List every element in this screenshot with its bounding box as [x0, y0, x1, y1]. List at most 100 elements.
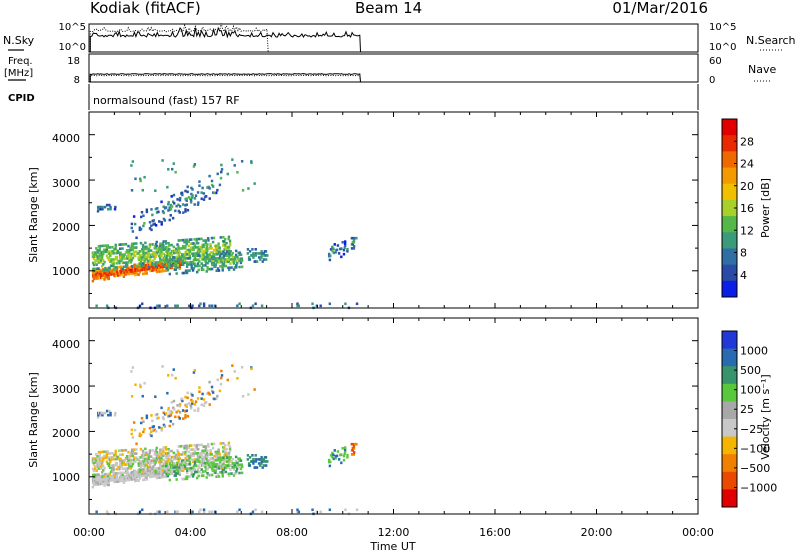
velocity-cell: [142, 474, 145, 478]
power-cell: [140, 249, 144, 253]
velocity-cell: [97, 467, 100, 470]
power-cell: [215, 257, 218, 260]
power-cell: [179, 239, 183, 242]
velocity-cell: [232, 474, 236, 477]
velocity-cell: [150, 430, 153, 434]
velocity-cell: [148, 449, 152, 452]
velocity-cell: [145, 476, 148, 479]
power-cell: [177, 253, 181, 257]
power-cell: [157, 210, 160, 214]
power-cell: [167, 246, 170, 249]
velocity-cell: [196, 468, 200, 471]
power-cell: [189, 262, 193, 266]
velocity-cell: [197, 464, 200, 468]
velocity-cell: [157, 472, 161, 475]
velocity-cell: [238, 508, 241, 512]
power-cell: [168, 247, 171, 251]
velocity-cell: [236, 461, 239, 465]
velocity-cell: [99, 476, 103, 480]
velocity-cell: [184, 444, 187, 448]
velocity-cell: [187, 446, 190, 450]
velocity-cell: [106, 462, 110, 466]
power-cell: [120, 255, 123, 259]
velocity-cell: [192, 371, 196, 374]
power-cell: [148, 263, 152, 267]
velocity-cell: [106, 452, 109, 455]
velocity-cell: [206, 449, 209, 452]
power-cell: [352, 245, 356, 248]
power-cell: [221, 268, 224, 272]
power-cell: [147, 249, 150, 253]
power-cell: [252, 256, 255, 259]
velocity-cell: [201, 449, 204, 453]
power-cell: [189, 246, 193, 250]
power-cell: [166, 265, 169, 268]
velocity-cell: [170, 373, 174, 377]
velocity-cell: [230, 460, 233, 463]
power-cell: [138, 250, 141, 253]
velocity-cell: [341, 446, 344, 450]
xtick-label-08: 08:00: [276, 526, 308, 539]
power-cell: [178, 211, 182, 214]
velocity-cell: [175, 410, 178, 414]
velocity-cell: [178, 473, 182, 476]
velocity-cell: [240, 365, 244, 369]
velocity-cell: [155, 446, 158, 450]
velocity-cell: [251, 454, 254, 457]
power-cell: [130, 258, 133, 262]
power-cell: [120, 259, 123, 263]
velocity-cell: [224, 470, 228, 474]
velocity-cell: [206, 459, 209, 463]
power-cell: [153, 263, 156, 266]
power-cell: [118, 247, 122, 251]
power-cell: [96, 268, 99, 272]
velocity-cell: [154, 474, 158, 478]
velocity-cell: [201, 392, 204, 396]
power-cell: [218, 183, 222, 187]
velocity-cell: [216, 378, 219, 382]
power-cell: [186, 269, 190, 272]
velocity-cell: [164, 475, 168, 478]
power-cell: [121, 247, 124, 250]
velocity-cell: [139, 472, 142, 476]
velocity-cell: [97, 450, 101, 454]
power-cell: [178, 205, 182, 208]
velocity-cell: [185, 405, 188, 408]
power-cell: [195, 241, 198, 245]
velocity-cell: [96, 474, 99, 478]
velocity-cell: [164, 412, 168, 415]
velocity-cell: [246, 454, 250, 457]
power-cell: [334, 250, 337, 254]
velocity-cell: [202, 455, 205, 459]
power-cell: [162, 240, 165, 243]
velocity-cell: [239, 459, 243, 462]
power-cell: [205, 251, 208, 255]
velocity-cell: [227, 443, 230, 447]
velocity-cell: [227, 474, 231, 478]
velocity-cell: [106, 413, 110, 417]
power-cell: [259, 258, 262, 261]
velocity-cell: [92, 461, 96, 465]
velocity-cell: [180, 453, 184, 456]
velocity-cell: [196, 470, 199, 474]
power-cell: [115, 274, 119, 277]
velocity-cell: [166, 466, 169, 470]
power-cell: [151, 261, 154, 265]
power-cell: [93, 277, 96, 281]
velocity-cell: [135, 470, 138, 474]
power-cell: [202, 245, 206, 249]
velocity-cell: [226, 453, 229, 457]
velocity-cell: [154, 413, 158, 417]
velocity-cell: [114, 411, 117, 415]
power-cell: [187, 196, 191, 199]
power-cell: [340, 255, 343, 259]
power-cell: [115, 268, 119, 271]
power-cell: [159, 258, 162, 262]
power-cell: [208, 253, 212, 257]
power-cell: [113, 274, 116, 278]
power-cell: [168, 218, 171, 222]
velocity-cell: [222, 464, 225, 468]
power-cell: [250, 161, 253, 165]
velocity-cell: [133, 456, 136, 460]
